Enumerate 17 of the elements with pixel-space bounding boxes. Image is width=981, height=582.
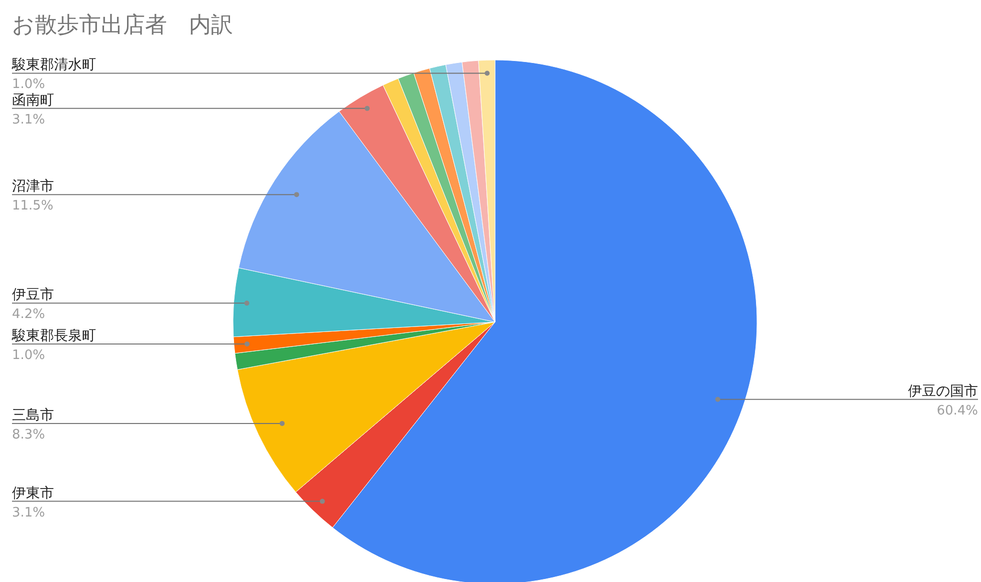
data-label: 4.2% bbox=[12, 307, 46, 322]
data-label: 60.4% bbox=[936, 403, 978, 418]
slice-label: 伊豆市 bbox=[12, 287, 54, 304]
data-label: 8.3% bbox=[12, 427, 46, 442]
slice-label: 伊東市 bbox=[12, 485, 54, 502]
data-label: 1.0% bbox=[12, 348, 46, 363]
slice-label: 駿東郡長泉町 bbox=[11, 328, 96, 344]
slice-label: 函南町 bbox=[12, 92, 54, 108]
data-label: 1.0% bbox=[12, 77, 46, 92]
data-label: 3.1% bbox=[12, 505, 46, 520]
slice-label: 伊豆の国市 bbox=[908, 383, 978, 400]
chart-title: お散歩市出店者 内訳 bbox=[12, 13, 233, 38]
slice-label: 沼津市 bbox=[12, 178, 54, 195]
slice-label: 駿東郡清水町 bbox=[11, 57, 96, 74]
slice-label: 三島市 bbox=[12, 407, 54, 424]
data-label: 3.1% bbox=[12, 112, 46, 128]
data-label: 11.5% bbox=[12, 198, 54, 214]
